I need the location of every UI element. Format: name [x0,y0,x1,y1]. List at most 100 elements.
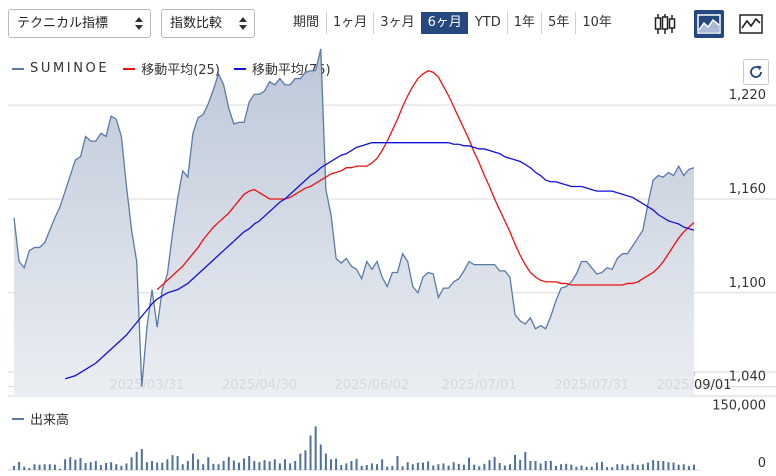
area-chart-icon [697,14,721,34]
volume-bar [621,464,624,470]
volume-bar [268,461,271,470]
volume-bar [560,464,563,470]
volume-tick-label: 0 [758,456,766,471]
volume-bar [406,462,409,470]
volume-bar [677,464,680,470]
volume-bar [243,458,246,470]
candlestick-chart-button[interactable] [650,10,680,38]
volume-bar [64,459,67,470]
volume-bar [508,464,511,470]
period-3m-button[interactable]: 3ヶ月 [373,12,420,34]
y-tick-label: 1,100 [729,276,766,291]
volume-bar [667,462,670,470]
volume-axis-labels: 0 150,000 [712,398,766,471]
legend-swatch-ma25 [123,67,136,70]
volume-bar [329,459,332,470]
volume-bar [28,467,31,470]
volume-bar [130,457,133,470]
period-label: 期間 [293,15,320,30]
volume-bar [273,459,276,470]
y-tick-label: 1,220 [729,88,766,103]
reset-zoom-button[interactable] [743,59,769,85]
volume-bar [682,464,685,470]
volume-legend: 出来高 [12,409,69,428]
ma75-line [64,142,695,380]
volume-bar [294,460,297,470]
period-1y-button[interactable]: 1年 [506,12,541,34]
volume-bar [227,456,230,470]
volume-legend-swatch [12,417,24,420]
volume-bar [263,460,266,470]
volume-bar [534,460,537,470]
volume-bar [473,464,476,470]
volume-bar [340,465,343,470]
volume-bar [478,466,481,470]
volume-bar [422,462,425,470]
volume-bar [549,460,552,470]
legend-swatch-ma75 [233,67,246,70]
y-tick-label: 1,160 [729,182,766,197]
legend-swatch-price [12,67,24,70]
volume-bar [135,451,138,470]
candlestick-icon [654,14,676,34]
period-5y-button[interactable]: 5年 [541,12,575,34]
volume-bar [575,466,578,470]
volume-bar [33,464,36,470]
volume-bar [202,464,205,470]
volume-bar [365,465,368,470]
index-compare-select-label: 指数比較 [170,16,223,31]
volume-bar [69,457,72,470]
legend-ma25-label: 移動平均(25) [141,63,220,78]
volume-bar [693,464,695,470]
period-6m-button[interactable]: 6ヶ月 [420,12,468,34]
volume-bar [176,456,179,470]
volume-bar [360,465,363,470]
period-1m-button[interactable]: 1ヶ月 [326,12,373,34]
volume-bar [99,465,102,470]
volume-bar [166,459,169,470]
area-chart-button[interactable] [694,10,724,38]
period-ytd-button[interactable]: YTD [474,15,501,30]
volume-bars [13,426,695,470]
volume-bar [217,464,220,470]
volume-bar [324,453,327,470]
volume-bar [600,461,603,470]
volume-bar [335,458,338,470]
volume-legend-label: 出来高 [30,413,70,428]
volume-bar [156,462,159,470]
volume-bar [416,462,419,470]
volume-bar [616,464,619,470]
volume-bar [161,462,164,470]
volume-bar [115,464,118,470]
volume-bar [145,462,148,470]
volume-bar [191,453,194,470]
volume-bar [370,463,373,470]
volume-bar [74,459,77,470]
volume-bar [197,459,200,470]
technical-indicator-select[interactable]: テクニカル指標 [8,9,151,38]
volume-bar [503,465,506,470]
volume-bar [606,467,609,470]
volume-bar [181,464,184,470]
volume-bar [462,464,465,470]
volume-bar [452,462,455,470]
volume-bar [253,460,256,470]
line-chart-button[interactable] [736,10,766,38]
volume-bar [411,464,414,470]
volume-bar [544,460,547,470]
volume-bar [595,462,598,470]
volume-bar [386,466,389,470]
volume-bar [212,463,215,470]
index-compare-select[interactable]: 指数比較 [161,9,255,38]
volume-bar [672,462,675,470]
volume-bar [84,463,87,470]
volume-bar [232,460,235,470]
ma25-line [156,70,695,291]
period-10y-button[interactable]: 10年 [575,12,618,34]
volume-bar [18,461,21,470]
volume-bar [519,459,522,470]
volume-bar [43,464,46,470]
volume-bar [391,465,394,470]
y-tick-label: 1,040 [729,370,766,385]
price-area-fill [14,48,694,397]
